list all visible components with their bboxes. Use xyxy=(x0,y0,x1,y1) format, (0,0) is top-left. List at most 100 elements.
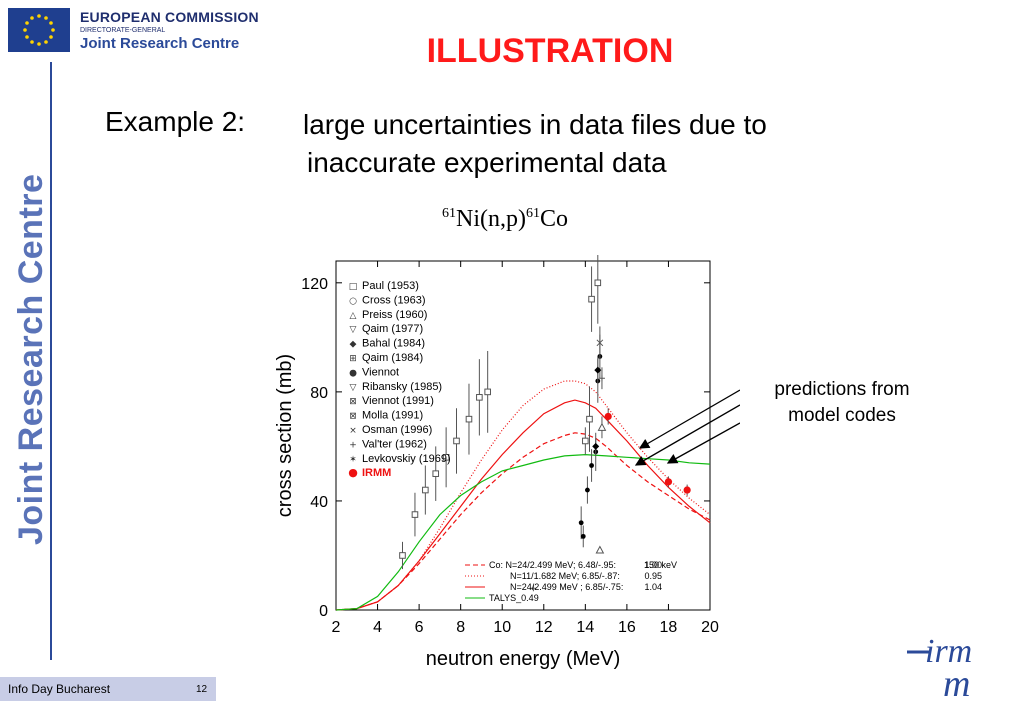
side-divider xyxy=(50,62,52,660)
y-tick-label: 80 xyxy=(310,385,328,402)
legend-marker: × xyxy=(349,426,357,436)
reaction-title: 61Ni(n,p)61Co xyxy=(442,206,568,233)
reaction-mass-1: 61 xyxy=(442,206,456,221)
cross-point xyxy=(596,339,604,347)
legend-label: Viennot (1991) xyxy=(362,395,434,407)
diamond-point xyxy=(594,366,602,374)
prediction-annotation: predictions from model codes xyxy=(752,377,932,429)
org-dg: DIRECTORATE-GENERAL xyxy=(80,27,166,34)
x-tick-label: 2 xyxy=(332,619,341,636)
legend-marker: ⊠ xyxy=(349,412,357,422)
square-point xyxy=(465,415,473,423)
slide-title: ILLUSTRATION xyxy=(426,32,674,70)
legend-marker: ⊞ xyxy=(349,354,357,364)
footer-bar xyxy=(0,677,216,701)
x-tick-label: 8 xyxy=(456,619,465,636)
x-tick-label: 16 xyxy=(618,619,636,636)
legend-label: Bahal (1984) xyxy=(362,338,425,350)
square-point xyxy=(453,437,460,445)
irmm-logo: irm m xyxy=(907,633,972,702)
curve-legend-label: N=24/2.499 MeV ; 6.85/-.75: xyxy=(510,582,623,592)
prediction-arrows xyxy=(634,389,740,466)
curve-legend-value: 1.04 xyxy=(644,582,662,592)
legend-label: Ribansky (1985) xyxy=(362,381,442,393)
legend-marker: ▽ xyxy=(350,325,357,335)
legend-marker: ● xyxy=(349,368,357,378)
square-point xyxy=(588,295,595,303)
square-point xyxy=(586,415,593,423)
curve-legend-label: N=11/1.682 MeV; 6.85/-.87: xyxy=(510,571,620,581)
reaction-mid: Ni(n,p) xyxy=(456,206,526,232)
plus-point xyxy=(530,585,537,592)
example-line-2: inaccurate experimental data xyxy=(307,147,667,178)
irmm-logo-top: irm xyxy=(925,633,972,670)
legend-marker: ◆ xyxy=(350,340,357,350)
legend-marker: + xyxy=(349,440,357,450)
reaction-end: Co xyxy=(539,206,568,232)
model-curve xyxy=(335,432,711,611)
legend-marker: □ xyxy=(349,282,358,292)
irmm-point xyxy=(604,412,612,421)
legend-label: Cross (1963) xyxy=(362,294,426,306)
curve-legend-extra: 150 keV xyxy=(644,560,677,570)
square-point xyxy=(399,552,406,559)
x-tick-label: 10 xyxy=(493,619,511,636)
ec-logo: EUROPEAN COMMISSION DIRECTORATE-GENERAL … xyxy=(8,8,259,54)
x-tick-label: 6 xyxy=(415,619,424,636)
x-tick-label: 18 xyxy=(660,619,678,636)
prediction-arrow xyxy=(638,389,740,449)
eu-flag-icon xyxy=(8,8,70,52)
legend-label: Viennot xyxy=(362,366,399,378)
square-point xyxy=(422,486,429,494)
eu-stars-icon xyxy=(8,8,70,52)
x-tick-label: 12 xyxy=(535,619,553,636)
example-text: large uncertainties in data files due to… xyxy=(303,106,767,182)
curve-legend-value: 0.95 xyxy=(644,571,662,581)
footer-page-number: 12 xyxy=(196,684,208,695)
annotation-line-1: predictions from xyxy=(774,379,910,400)
viennot-point xyxy=(578,520,584,526)
legend-label: Qaim (1984) xyxy=(362,352,423,364)
square-point xyxy=(432,470,440,477)
chart-legend: □ Paul (1953) ○ Cross (1963) △ Preiss (1960) ▽… xyxy=(348,280,450,479)
prediction-arrow xyxy=(634,404,740,466)
irmm-point xyxy=(664,478,673,486)
legend-label: IRMM xyxy=(362,467,391,479)
square-point xyxy=(594,279,602,287)
triangle-point xyxy=(597,422,607,431)
x-tick-label: 4 xyxy=(373,619,382,636)
square-point xyxy=(484,388,491,396)
y-tick-label: 40 xyxy=(310,494,328,511)
legend-marker: ○ xyxy=(349,296,357,306)
y-tick-label: 0 xyxy=(319,603,328,620)
plot-frame xyxy=(335,260,711,611)
square-point xyxy=(582,437,589,445)
annotation-line-2: model codes xyxy=(788,405,896,426)
y-axis-label: cross section (mb) xyxy=(274,354,296,517)
irmm-logo-bottom: m xyxy=(943,663,970,702)
y-tick-label: 120 xyxy=(301,276,328,293)
curve-legend-label: Co: N=24/2.499 MeV; 6.48/-.95: xyxy=(489,560,616,570)
org-centre: Joint Research Centre xyxy=(80,35,240,52)
chart-points xyxy=(399,255,691,592)
viennot-point xyxy=(589,463,594,468)
square-point xyxy=(476,394,483,401)
legend-label: Paul (1953) xyxy=(362,280,419,292)
triangle-point xyxy=(595,545,605,554)
legend-label: Preiss (1960) xyxy=(362,309,427,321)
legend-label: Qaim (1977) xyxy=(362,323,423,335)
example-label: Example 2: xyxy=(105,106,246,137)
legend-marker: △ xyxy=(350,311,357,321)
legend-label: Levkovskiy (1969) xyxy=(362,453,451,465)
cross-section-chart: 2 4 6 8 10 12 14 16 18 20 0 40 80 120 neutron energy (… xyxy=(274,255,740,670)
irmm-point xyxy=(683,486,691,494)
x-tick-label: 14 xyxy=(576,619,594,636)
legend-marker: ● xyxy=(348,466,358,479)
curve-legend-value: 1.00 xyxy=(644,560,662,570)
reaction-mass-2: 61 xyxy=(525,206,540,221)
legend-marker: ⊠ xyxy=(349,397,357,407)
side-title: Joint Research Centre xyxy=(12,173,50,545)
example-line-1: large uncertainties in data files due to xyxy=(303,109,767,140)
legend-label: Molla (1991) xyxy=(362,410,423,422)
